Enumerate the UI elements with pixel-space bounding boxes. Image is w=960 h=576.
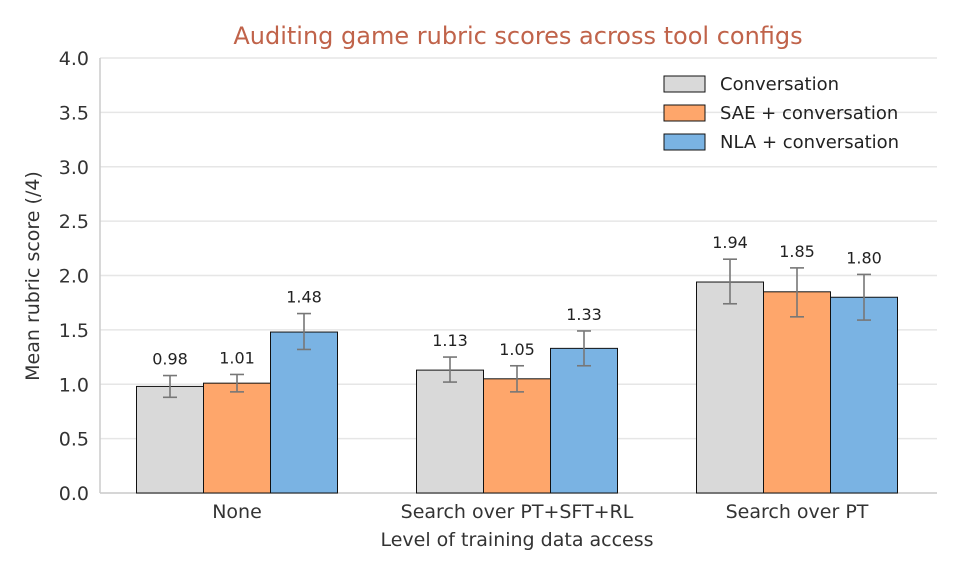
bar — [203, 382, 271, 494]
error-bar — [857, 273, 871, 321]
legend: Conversation SAE + conversation NLA + conv… — [663, 74, 899, 153]
y-tick-label: 3.5 — [59, 102, 89, 124]
error-bar — [163, 374, 177, 399]
x-axis-title: Level of training data access — [380, 529, 653, 551]
bar — [136, 385, 204, 494]
y-tick-label: 3.0 — [59, 157, 89, 179]
y-tick-label: 0.5 — [59, 429, 89, 451]
legend-swatch — [663, 104, 706, 122]
chart-title: Auditing game rubric scores across tool … — [233, 22, 802, 50]
error-bar — [510, 364, 524, 393]
y-tick-label: 2.0 — [59, 266, 89, 288]
error-bar — [443, 356, 457, 383]
error-bar — [577, 330, 591, 367]
legend-swatch — [663, 133, 706, 151]
bar — [270, 331, 338, 494]
legend-label: NLA + conversation — [720, 132, 899, 153]
bar — [763, 291, 831, 494]
data-label: 1.85 — [779, 242, 815, 261]
data-label: 1.94 — [712, 233, 748, 252]
bar — [550, 347, 618, 494]
error-bar — [230, 373, 244, 393]
error-bar — [723, 258, 737, 305]
data-label: 1.33 — [566, 305, 602, 324]
bar — [830, 296, 898, 494]
data-label: 1.80 — [846, 248, 882, 267]
legend-label: Conversation — [720, 74, 839, 95]
data-label: 1.48 — [286, 288, 322, 307]
y-tick-label: 0.0 — [59, 483, 89, 505]
legend-item: SAE + conversation — [663, 103, 898, 124]
x-tick-label: Search over PT+SFT+RL — [401, 501, 634, 523]
y-tick-label: 1.5 — [59, 320, 89, 342]
x-tick-label: None — [212, 501, 262, 523]
legend-item: Conversation — [663, 74, 839, 95]
x-tick-label: Search over PT — [726, 501, 869, 523]
data-label: 1.01 — [219, 348, 255, 367]
y-tick-label: 1.0 — [59, 374, 89, 396]
legend-swatch — [663, 75, 706, 93]
y-tick-label: 4.0 — [59, 48, 89, 70]
legend-label: SAE + conversation — [720, 103, 898, 124]
error-bar — [790, 267, 804, 318]
x-axis-ticks: None Search over PT+SFT+RL Search over PT — [212, 501, 869, 523]
bar — [483, 378, 551, 494]
data-label: 1.13 — [432, 331, 468, 350]
data-label: 0.98 — [152, 350, 188, 369]
bars: 0.98 1.13 1.94 1.01 1.05 1.85 1.48 1.33 1.80 — [136, 233, 898, 494]
y-axis-ticks: 0.0 0.5 1.0 1.5 2.0 2.5 3.0 3.5 4.0 — [59, 48, 89, 505]
error-bar — [297, 312, 311, 351]
y-tick-label: 2.5 — [59, 211, 89, 233]
bar — [416, 369, 484, 494]
legend-item: NLA + conversation — [663, 132, 899, 153]
y-axis-title: Mean rubric score (/4) — [22, 171, 44, 381]
bar — [696, 281, 764, 494]
data-label: 1.05 — [499, 340, 535, 359]
